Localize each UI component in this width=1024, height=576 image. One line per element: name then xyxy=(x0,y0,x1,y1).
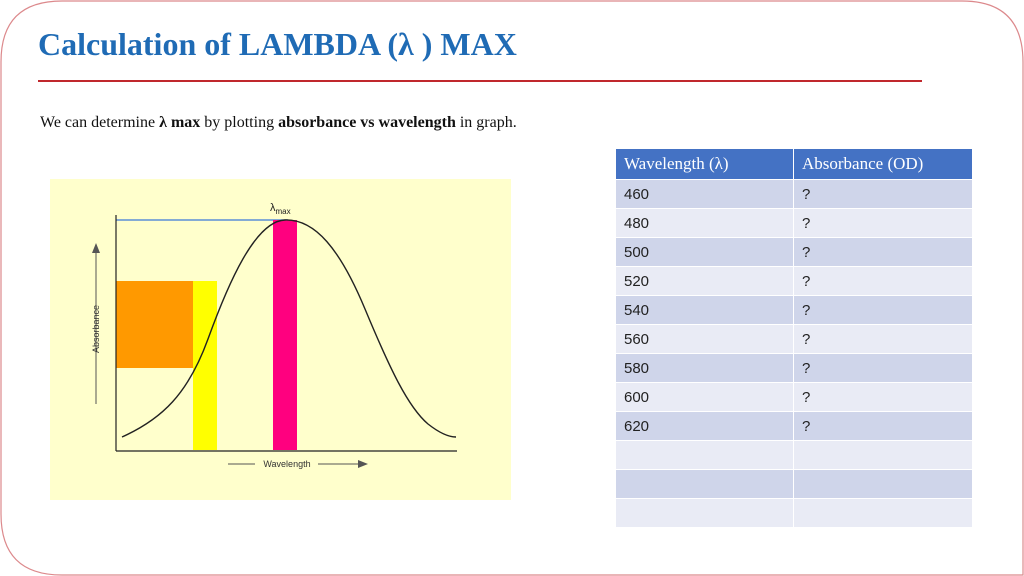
table-row: 520? xyxy=(615,266,973,296)
title-divider xyxy=(38,80,922,82)
intro-text: We can determine λ max by plotting absor… xyxy=(40,114,517,132)
absorbance-cell: ? xyxy=(793,353,973,383)
y-axis-label: Absorbance xyxy=(91,305,101,353)
x-axis-arrowhead xyxy=(358,460,368,468)
absorbance-cell xyxy=(793,440,973,470)
table-row xyxy=(615,498,973,528)
absorbance-cell: ? xyxy=(793,179,973,209)
intro-part-3: in graph. xyxy=(455,114,517,131)
wavelength-cell: 460 xyxy=(615,179,794,209)
header-wavelength: Wavelength (λ) xyxy=(615,148,794,180)
wavelength-cell xyxy=(615,469,794,499)
table-row: 600? xyxy=(615,382,973,412)
wavelength-cell: 540 xyxy=(615,295,794,325)
absorbance-cell: ? xyxy=(793,237,973,267)
table-row: 480? xyxy=(615,208,973,238)
table-row: 500? xyxy=(615,237,973,267)
table-row: 580? xyxy=(615,353,973,383)
table-row: 540? xyxy=(615,295,973,325)
absorbance-cell: ? xyxy=(793,382,973,412)
wavelength-cell: 560 xyxy=(615,324,794,354)
wavelength-cell: 620 xyxy=(615,411,794,441)
lambda-max-band xyxy=(273,220,297,450)
wavelength-absorbance-table: Wavelength (λ) Absorbance (OD) 460? 480?… xyxy=(615,148,973,528)
wavelength-cell: 500 xyxy=(615,237,794,267)
absorbance-cell: ? xyxy=(793,411,973,441)
lambda-max-label: λmax xyxy=(270,202,291,216)
wavelength-cell: 600 xyxy=(615,382,794,412)
intro-bold-absorbance-vs-wavelength: absorbance vs wavelength xyxy=(278,114,456,131)
lambda-symbol: λ xyxy=(270,202,276,214)
wavelength-cell: 520 xyxy=(615,266,794,296)
wavelength-cell xyxy=(615,498,794,528)
slide-title: Calculation of LAMBDA (λ ) MAX xyxy=(38,26,517,62)
header-absorbance: Absorbance (OD) xyxy=(793,148,973,180)
absorbance-cell xyxy=(793,498,973,528)
table-header-row: Wavelength (λ) Absorbance (OD) xyxy=(615,148,973,180)
table-row xyxy=(615,469,973,499)
lambda-max-subscript: max xyxy=(276,207,291,216)
wavelength-cell xyxy=(615,440,794,470)
wavelength-cell: 480 xyxy=(615,208,794,238)
table-row: 560? xyxy=(615,324,973,354)
intro-part-2: by plotting xyxy=(200,114,279,131)
absorbance-cell: ? xyxy=(793,295,973,325)
x-axis-label: Wavelength xyxy=(263,459,310,469)
absorbance-cell: ? xyxy=(793,266,973,296)
wavelength-cell: 580 xyxy=(615,353,794,383)
intro-part-1: We can determine xyxy=(40,114,160,131)
absorbance-cell: ? xyxy=(793,324,973,354)
intro-bold-lambda-max: λ max xyxy=(159,114,201,131)
absorbance-wavelength-diagram: Absorbance Wavelength λmax xyxy=(50,179,511,500)
table-row xyxy=(615,440,973,470)
absorbance-cell xyxy=(793,469,973,499)
table-row: 460? xyxy=(615,179,973,209)
absorption-curve xyxy=(121,219,457,438)
absorbance-cell: ? xyxy=(793,208,973,238)
y-axis-arrowhead xyxy=(92,243,100,253)
table-row: 620? xyxy=(615,411,973,441)
